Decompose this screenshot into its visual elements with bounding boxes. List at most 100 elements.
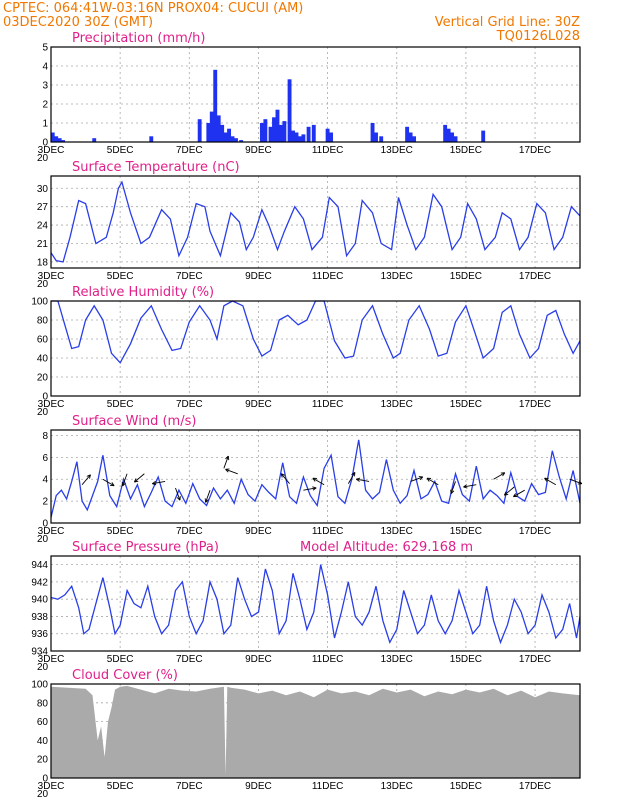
x-tick-label: 3DEC	[38, 781, 65, 792]
x-tick-label: 13DEC	[381, 145, 413, 156]
temp-panel: 18 21 24 27 30 3DEC 5DEC 7DEC 9DEC 11DEC 13DEC 15DE…	[37, 160, 581, 290]
x-tick-label: 11DEC	[312, 781, 344, 792]
wind-arrow	[493, 472, 506, 480]
panel-title: Relative Humidity (%)	[72, 285, 214, 300]
wind-arrow	[303, 486, 317, 491]
panel-frame	[50, 175, 581, 269]
wind-arrow	[204, 490, 211, 503]
wind-arrow	[513, 489, 525, 498]
precip-bar	[263, 119, 268, 142]
header-grid-note: Vertical Grid Line: 30Z	[435, 15, 580, 30]
y-tick-label: 6	[42, 453, 48, 464]
wind-arrow	[175, 487, 181, 501]
x-tick-label: 5DEC	[107, 654, 134, 665]
x-tick-label: 17DEC	[519, 145, 551, 156]
precip-panel: 0 1 2 3 4 5 3DEC 5DEC 7DEC 9DEC 11DEC 13DEC 15DEC 17D…	[37, 31, 581, 164]
x-tick-label: 13DEC	[381, 399, 413, 410]
precip-bar	[216, 115, 221, 142]
precip-bar	[268, 126, 273, 142]
wind-arrow	[121, 473, 128, 487]
wind-arrow	[133, 473, 145, 483]
x-tick-label: 17DEC	[519, 781, 551, 792]
y-tick-label: 80	[37, 316, 49, 327]
x-tick-label: 7DEC	[176, 526, 203, 537]
x-tick-label: 3DEC	[38, 526, 65, 537]
y-tick-label: 0	[42, 519, 48, 530]
precip-bar	[54, 136, 59, 142]
y-tick-label: 20	[37, 755, 49, 766]
x-start-year: 20	[37, 407, 49, 418]
precip-bar	[325, 128, 330, 142]
precip-bar	[61, 140, 66, 142]
y-tick-label: 0	[42, 774, 48, 785]
panel-frame	[50, 555, 581, 652]
header-run-code: TQ0126L028	[496, 29, 580, 44]
wind-arrow	[102, 478, 115, 487]
x-tick-label: 11DEC	[312, 271, 344, 282]
precip-bar	[370, 123, 375, 142]
precip-bar	[239, 140, 244, 142]
x-start-year: 20	[37, 534, 49, 545]
x-tick-label: 13DEC	[381, 271, 413, 282]
precip-bar	[329, 132, 334, 142]
precip-bar	[278, 124, 283, 142]
x-tick-label: 5DEC	[107, 145, 134, 156]
x-tick-label: 7DEC	[176, 271, 203, 282]
panel-title: Precipitation (mm/h)	[72, 31, 205, 46]
x-tick-label: 15DEC	[450, 145, 482, 156]
precip-bar	[453, 136, 458, 142]
y-tick-label: 40	[37, 736, 49, 747]
wind-panel: 0 2 4 6 8 3DEC 5DEC 7DEC 9DEC 11DEC 13DEC 15DEC 17DE…	[37, 414, 583, 545]
precip-bar	[412, 136, 416, 142]
x-tick-label: 9DEC	[245, 271, 272, 282]
pres-panel: 934 936 938 940 942 944 3DEC 5DEC 7DEC 9DEC 11DEC 1…	[31, 540, 581, 673]
y-tick-label: 18	[37, 257, 49, 268]
precip-bar	[50, 132, 55, 142]
y-tick-label: 60	[37, 717, 49, 728]
precip-bar	[206, 123, 211, 142]
y-tick-label: 938	[31, 612, 48, 623]
x-tick-label: 15DEC	[450, 654, 482, 665]
x-tick-label: 15DEC	[450, 526, 482, 537]
y-tick-label: 20	[37, 373, 49, 384]
y-tick-label: 27	[37, 202, 49, 213]
x-tick-label: 13DEC	[381, 526, 413, 537]
x-tick-label: 7DEC	[176, 781, 203, 792]
wind-arrow	[223, 455, 230, 469]
x-tick-label: 7DEC	[176, 399, 203, 410]
precip-bar	[297, 136, 302, 142]
precip-bar	[234, 138, 238, 142]
wind-arrow	[152, 480, 166, 486]
precip-bar	[405, 126, 410, 142]
temp-series-line	[50, 180, 581, 263]
x-tick-label: 11DEC	[312, 145, 344, 156]
precip-bar	[379, 136, 384, 142]
y-tick-label: 100	[31, 297, 48, 308]
x-tick-label: 17DEC	[519, 271, 551, 282]
precip-bar	[291, 130, 295, 142]
y-tick-label: 942	[31, 577, 48, 588]
y-tick-label: 944	[31, 560, 48, 571]
y-tick-label: 4	[42, 475, 48, 486]
y-tick-label: 8	[42, 431, 48, 442]
precip-bar	[259, 123, 264, 142]
y-tick-label: 936	[31, 629, 48, 640]
precip-bar	[301, 134, 306, 142]
wind-arrow	[81, 474, 91, 485]
x-tick-label: 9DEC	[245, 145, 272, 156]
x-tick-label: 17DEC	[519, 654, 551, 665]
y-tick-label: 0	[42, 392, 48, 403]
x-tick-label: 7DEC	[176, 654, 203, 665]
precip-bar	[282, 121, 287, 142]
y-tick-label: 1	[42, 119, 48, 130]
x-tick-label: 9DEC	[245, 654, 272, 665]
precip-bar	[223, 132, 228, 142]
y-tick-label: 100	[31, 680, 48, 691]
y-tick-label: 2	[42, 497, 48, 508]
precip-bar	[408, 132, 413, 142]
rh-series-line	[51, 300, 581, 364]
wind-arrow	[463, 484, 477, 489]
wind-arrow	[426, 477, 439, 486]
x-start-year: 20	[37, 279, 49, 290]
precip-bar	[287, 79, 292, 142]
